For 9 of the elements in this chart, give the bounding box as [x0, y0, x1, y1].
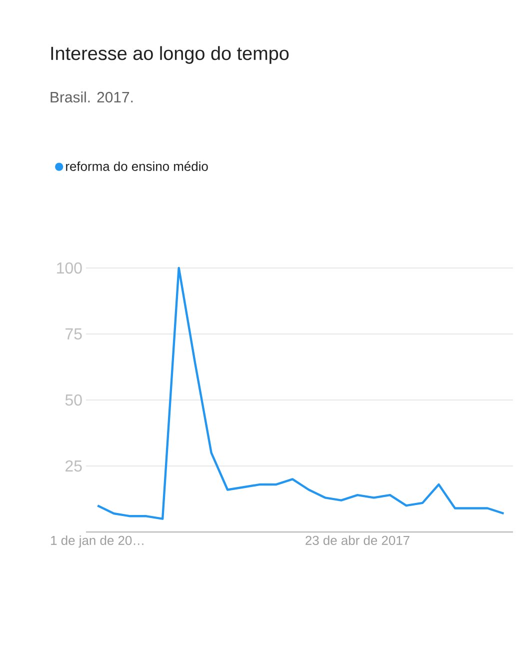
y-tick-label: 50 — [65, 394, 82, 406]
x-tick-label: 23 de abr de 2017 — [306, 536, 410, 546]
chart-title: Interesse ao longo do tempo — [51, 46, 289, 64]
legend-label: reforma do ensino médio — [66, 161, 208, 171]
x-tick-label: 1 de jan de 20… — [51, 536, 144, 548]
y-tick-label: 75 — [66, 328, 82, 340]
y-tick-label: 25 — [66, 460, 82, 472]
chart-subtitle: Brasil. 2017. — [50, 92, 133, 102]
y-tick-label: 100 — [57, 262, 82, 274]
